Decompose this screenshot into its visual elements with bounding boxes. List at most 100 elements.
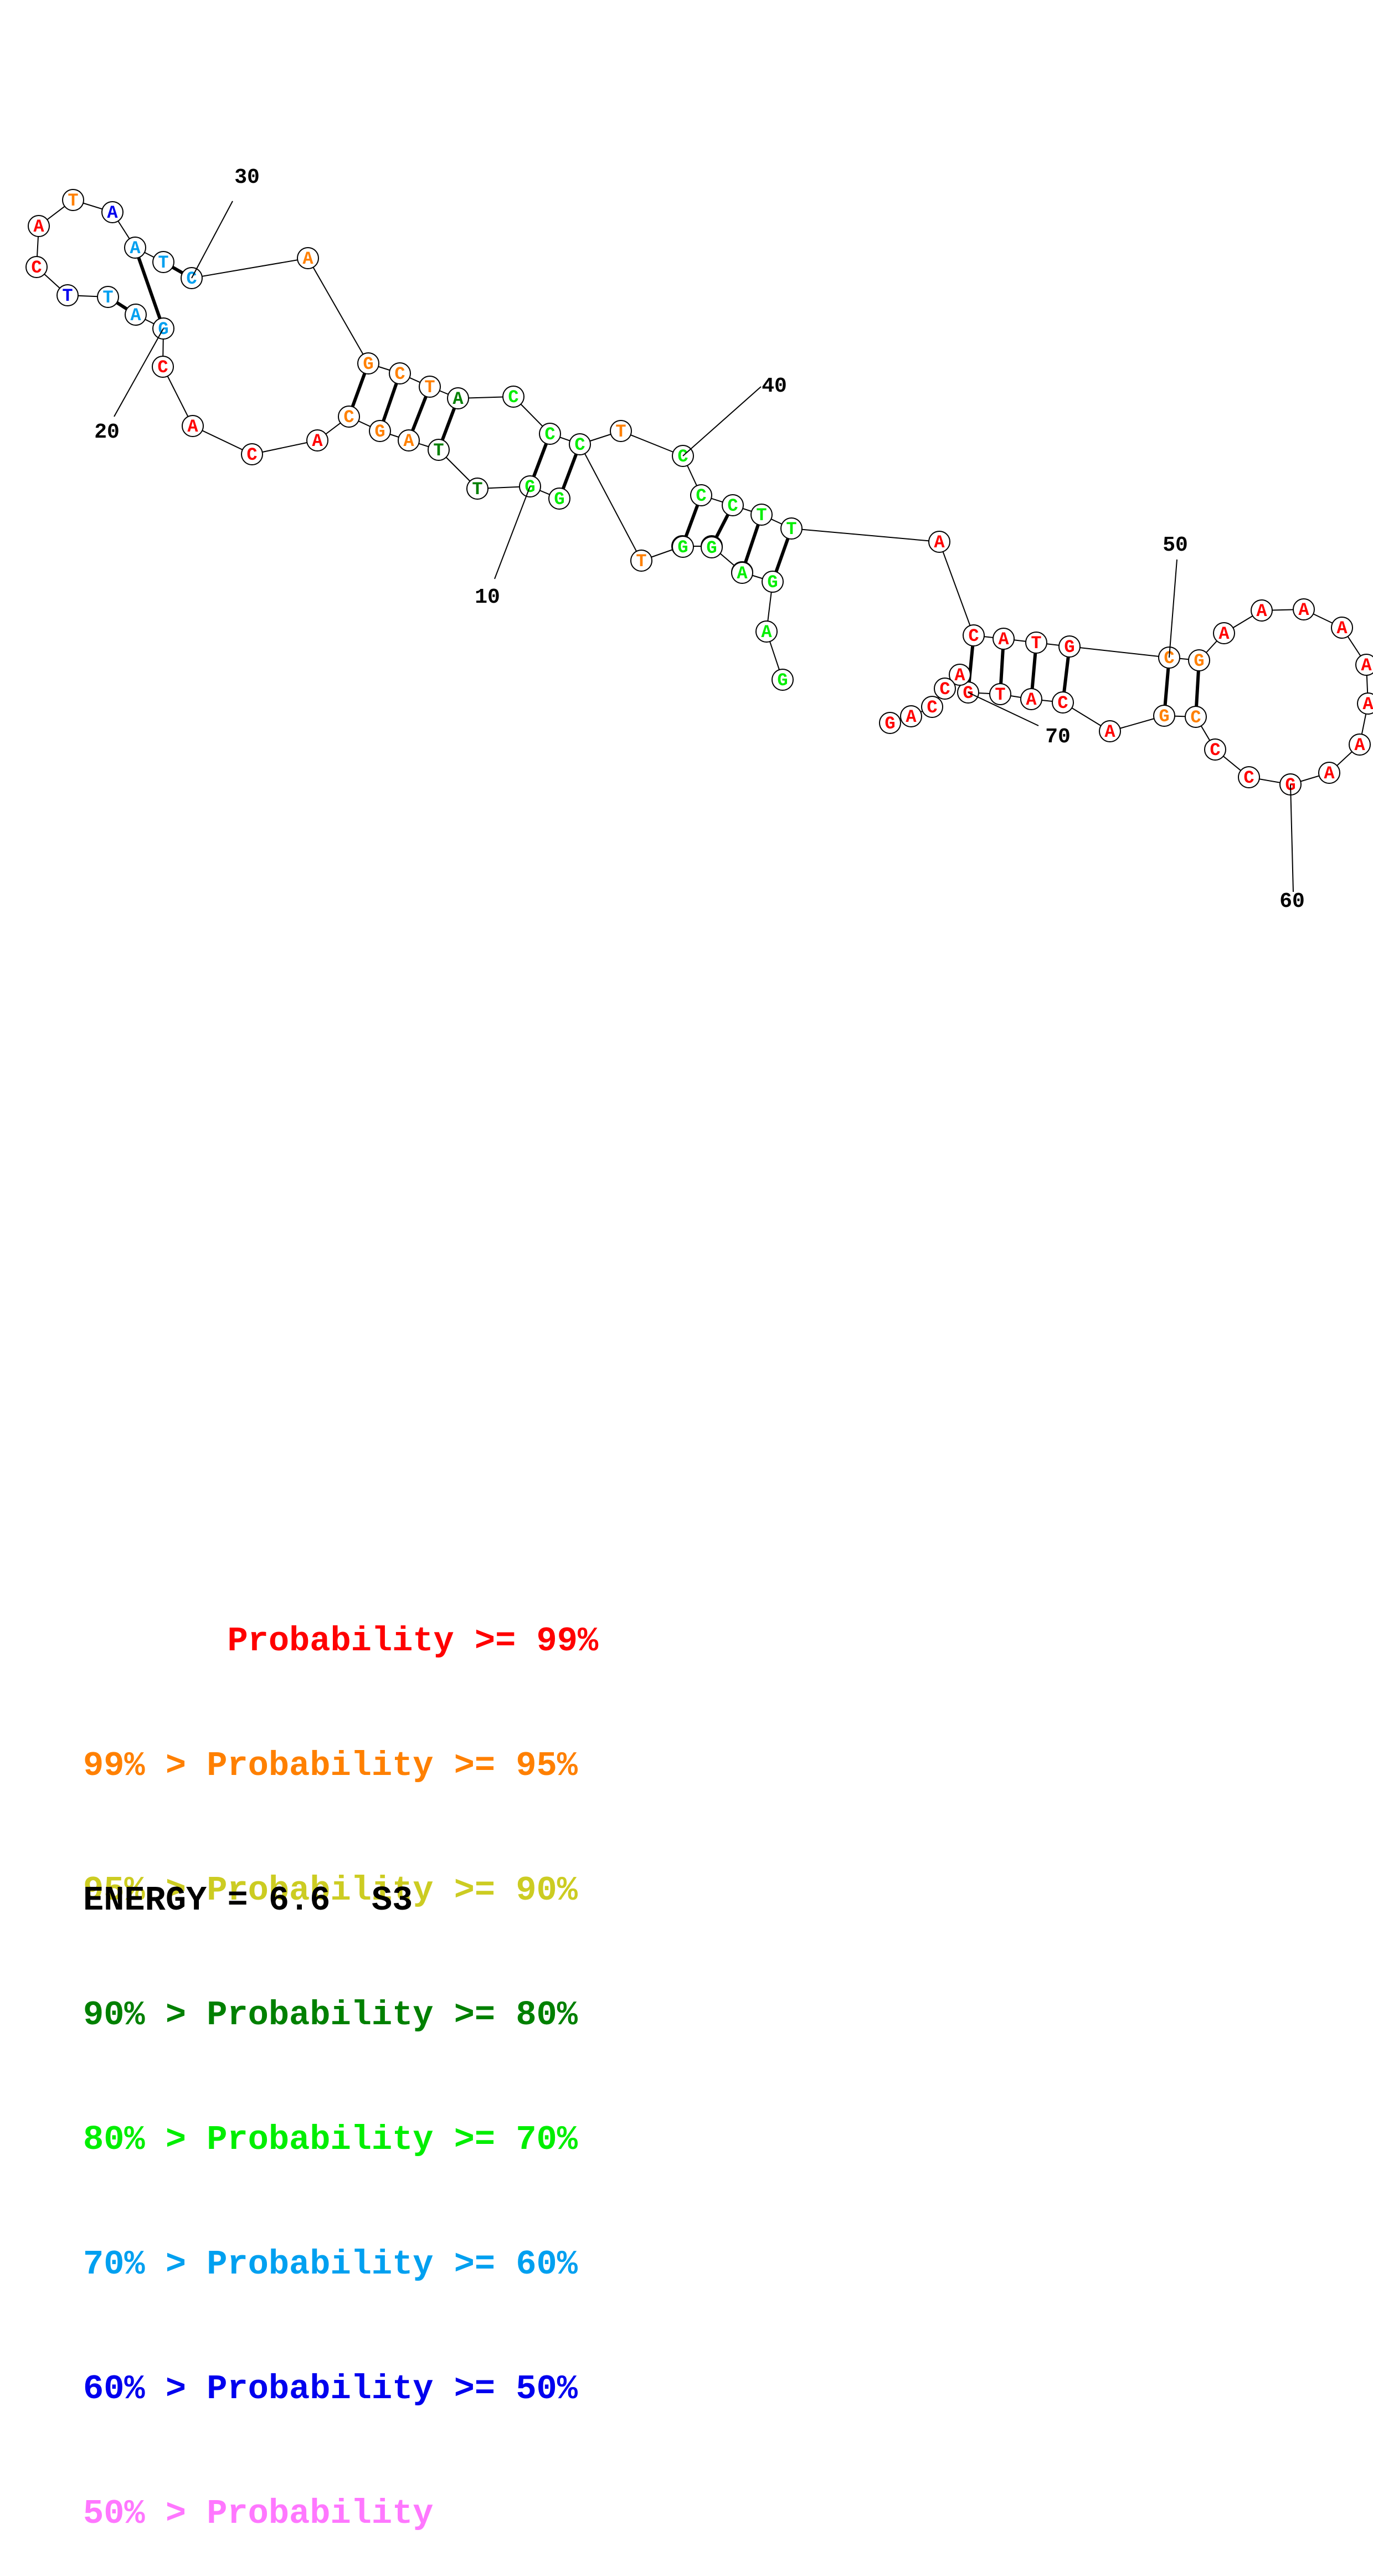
- nucleotide-circle: [548, 488, 570, 510]
- nucleotide-letter: G: [374, 422, 385, 442]
- nucleotide-letter: G: [363, 354, 373, 374]
- nucleotide-letter: C: [157, 357, 168, 378]
- nucleotide-node: A: [297, 247, 319, 269]
- nucleotide-circle: [630, 550, 652, 572]
- nucleotide-circle: [152, 251, 174, 273]
- nucleotide-node: C: [934, 678, 956, 700]
- nucleotide-circle: [1188, 649, 1210, 671]
- nucleotide-node: A: [1349, 733, 1371, 756]
- backbone-line: [307, 258, 369, 364]
- legend-row: 95% > Probability >= 90%: [83, 1871, 578, 1910]
- probability-legend: Probability >= 99% 99% > Probability >= …: [83, 1537, 598, 2576]
- nucleotide-letter: C: [677, 447, 688, 467]
- nucleotide-letter: G: [963, 683, 973, 704]
- nucleotide-letter: C: [727, 496, 738, 516]
- backbone-line: [939, 541, 974, 636]
- nucleotide-letter: A: [1256, 601, 1267, 622]
- nucleotide-circle: [357, 352, 379, 374]
- nucleotide-circle: [1204, 738, 1226, 761]
- nucleotide-letter: T: [62, 286, 73, 306]
- nucleotide-circle: [1025, 632, 1047, 654]
- nucleotide-node: T: [419, 376, 441, 398]
- nucleotide-node: A: [900, 705, 922, 727]
- position-tick: [968, 692, 1039, 726]
- nucleotide-node: C: [672, 445, 694, 467]
- nucleotide-letter: A: [1298, 600, 1309, 620]
- nucleotide-node: C: [338, 406, 360, 428]
- nucleotide-circle: [1293, 598, 1315, 620]
- nucleotide-letter: A: [312, 431, 323, 451]
- nucleotide-letter: T: [1031, 633, 1041, 654]
- backbone-line: [791, 528, 940, 542]
- nucleotide-circle: [1251, 599, 1273, 622]
- nucleotide-circle: [297, 247, 319, 269]
- nucleotide-letter: C: [1190, 707, 1201, 728]
- nucleotide-letter: C: [31, 258, 42, 278]
- nucleotide-circle: [539, 423, 561, 445]
- nucleotide-circle: [369, 420, 391, 442]
- legend-row: 90% > Probability >= 80%: [83, 1995, 578, 2035]
- nucleotide-node: A: [993, 628, 1015, 650]
- nucleotide-circle: [428, 439, 450, 461]
- backbone-line: [191, 258, 308, 279]
- nucleotide-letter: A: [954, 665, 965, 686]
- nucleotide-circle: [928, 531, 950, 553]
- position-label: 20: [94, 420, 120, 444]
- nucleotide-circle: [672, 536, 694, 558]
- nucleotide-letter: C: [394, 364, 405, 384]
- nucleotide-letter: G: [706, 538, 717, 558]
- nucleotide-circle: [750, 504, 773, 526]
- nucleotide-circle: [1213, 622, 1235, 644]
- nucleotide-letter: A: [130, 238, 141, 259]
- nucleotide-circle: [125, 304, 147, 326]
- nucleotide-node: C: [539, 423, 561, 445]
- nucleotide-letter: C: [1210, 740, 1220, 761]
- position-label: 60: [1279, 890, 1305, 914]
- nucleotide-node: T: [428, 439, 450, 461]
- nucleotide-circle: [1318, 762, 1340, 784]
- nucleotide-letter: A: [1336, 618, 1348, 639]
- backbone-line: [620, 430, 683, 456]
- nucleotide-letter: G: [777, 670, 788, 691]
- nucleotide-node: C: [921, 696, 943, 718]
- nucleotide-letter: A: [130, 305, 141, 326]
- nucleotide-circle: [993, 628, 1015, 650]
- nucleotide-node: C: [1238, 766, 1260, 788]
- nucleotide-node: A: [398, 429, 420, 451]
- nucleotide-node: A: [124, 237, 146, 259]
- nucleotide-node: A: [755, 620, 778, 643]
- position-tick: [494, 486, 531, 579]
- nucleotide-node: C: [690, 484, 712, 506]
- nucleotide-node: T: [610, 420, 632, 442]
- position-tick: [1290, 784, 1294, 892]
- nucleotide-letter: T: [615, 422, 626, 442]
- nucleotide-circle: [182, 415, 204, 437]
- nucleotide-circle: [701, 536, 723, 558]
- nucleotide-node: C: [181, 267, 203, 289]
- legend-row: 60% > Probability >= 50%: [83, 2369, 578, 2409]
- nucleotide-node: G: [369, 420, 391, 442]
- nucleotide-circle: [1099, 720, 1121, 742]
- nucleotide-node: T: [750, 504, 773, 526]
- nucleotide-node: A: [1213, 622, 1235, 644]
- nucleotide-letter: T: [756, 505, 767, 526]
- position-tick: [191, 201, 233, 279]
- legend-row: 99% > Probability >= 95%: [83, 1746, 578, 1785]
- nucleotide-circle: [1153, 705, 1175, 727]
- nucleotide-node: T: [1025, 632, 1047, 654]
- position-labels: 10 20 30 40 50 60 70: [94, 166, 1305, 914]
- nucleotide-node: A: [1251, 599, 1273, 622]
- nucleotide-node: G: [1058, 635, 1081, 658]
- nucleotide-letter: A: [1218, 624, 1230, 644]
- nucleotide-letter: T: [636, 551, 646, 572]
- legend-row: Probability >= 99%: [83, 1621, 599, 1661]
- legend-row: 70% > Probability >= 60%: [83, 2245, 578, 2284]
- nucleotide-circle: [690, 484, 712, 506]
- nucleotide-node: C: [1052, 691, 1074, 714]
- nucleotide-letter: A: [33, 217, 44, 237]
- position-label: 40: [762, 374, 787, 398]
- nucleotide-node: C: [963, 624, 985, 646]
- nucleotide-node: C: [25, 256, 48, 278]
- nucleotide-node: T: [56, 284, 79, 306]
- nucleotide-letter: T: [102, 288, 113, 308]
